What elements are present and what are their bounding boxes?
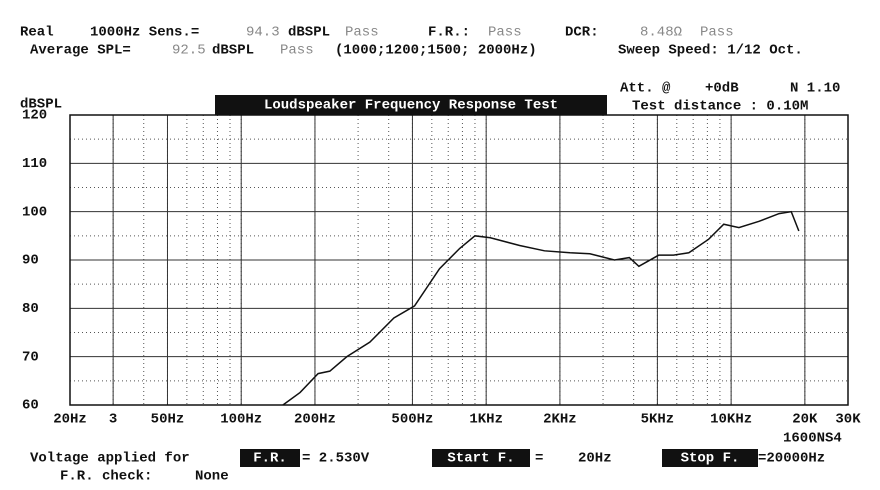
- y-tick-label: 70: [22, 349, 39, 365]
- x-tick-label: 5KHz: [641, 412, 675, 428]
- header-text: N 1.10: [790, 81, 840, 97]
- footer-text: F.R. check:: [60, 469, 152, 485]
- x-tick-label: 200Hz: [294, 412, 336, 428]
- x-tick-label: 100Hz: [220, 412, 262, 428]
- x-tick-label: 20Hz: [53, 412, 87, 428]
- x-tick-label: 30K: [835, 412, 861, 428]
- y-tick-label: 80: [22, 301, 39, 317]
- footer-text: 1600NS4: [783, 431, 842, 447]
- footer-text: Voltage applied for: [30, 451, 190, 467]
- x-tick-label: 2KHz: [543, 412, 577, 428]
- y-tick-label: 100: [22, 204, 47, 220]
- x-tick-label: 50Hz: [151, 412, 185, 428]
- label-box: [240, 449, 300, 467]
- y-tick-label: 120: [22, 108, 47, 124]
- footer-text: Stop F.: [681, 451, 740, 467]
- header-text: Pass: [345, 25, 379, 41]
- header-text: Real: [20, 25, 54, 41]
- footer: 1600NS4 Voltage applied for F.R. = 2.530…: [30, 431, 842, 485]
- y-tick-label: 60: [22, 398, 39, 414]
- response-curve: [282, 210, 800, 406]
- y-tick-label: 110: [22, 156, 47, 172]
- x-tick-label: 3: [109, 412, 117, 428]
- header-text: dBSPL: [288, 25, 330, 41]
- footer-text: 20Hz: [578, 451, 612, 467]
- x-tick-label: 10KHz: [710, 412, 752, 428]
- header-text: 92.5: [172, 43, 206, 59]
- header-text: Average SPL=: [30, 43, 131, 59]
- header-text: +0dB: [705, 81, 739, 97]
- header-text: F.R.:: [428, 25, 470, 41]
- header: Real 1000Hz Sens.= 94.3 dBSPL Pass F.R.:…: [20, 25, 840, 115]
- header-text: Sweep Speed: 1/12 Oct.: [618, 43, 803, 59]
- header-text: Test distance : 0.10M: [632, 99, 808, 115]
- footer-text: None: [195, 469, 229, 485]
- header-text: Att. @: [620, 81, 671, 97]
- chart-title: Loudspeaker Frequency Response Test: [264, 98, 558, 114]
- title-box: [215, 95, 607, 115]
- header-text: (1000;1200;1500; 2000Hz): [335, 43, 537, 59]
- header-text: Pass: [488, 25, 522, 41]
- footer-text: =20000Hz: [758, 451, 825, 467]
- x-tick-label: 1KHz: [469, 412, 503, 428]
- footer-text: Start F.: [447, 451, 514, 467]
- y-axis-label: dBSPL: [20, 97, 62, 113]
- x-tick-label: 500Hz: [391, 412, 433, 428]
- header-text: 1000Hz Sens.=: [90, 25, 199, 41]
- x-tick-label: 20K: [792, 412, 818, 428]
- header-text: Pass: [280, 43, 314, 59]
- header-text: Pass: [700, 25, 734, 41]
- header-text: DCR:: [565, 25, 599, 41]
- label-box: [432, 449, 530, 467]
- footer-text: =: [535, 451, 543, 467]
- header-text: dBSPL: [212, 43, 254, 59]
- plot-frame: [69, 114, 849, 406]
- y-tick-label: 90: [22, 253, 39, 269]
- label-box: [662, 449, 758, 467]
- footer-text: = 2.530V: [302, 451, 370, 467]
- header-text: 94.3: [246, 25, 280, 41]
- header-text: 8.48Ω: [640, 25, 682, 41]
- footer-text: F.R.: [253, 451, 287, 467]
